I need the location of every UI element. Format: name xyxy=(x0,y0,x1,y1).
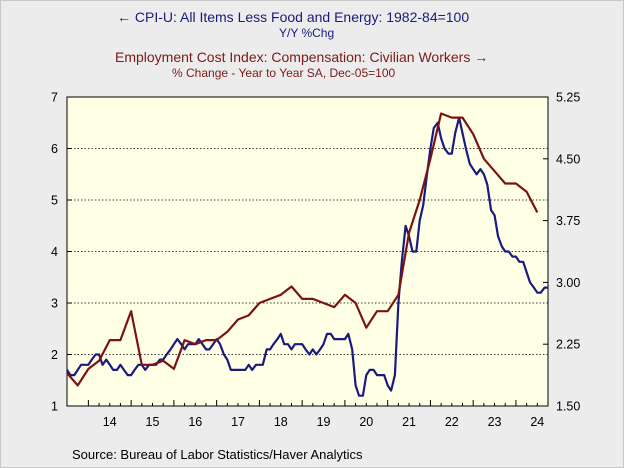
x-tick-label: 22 xyxy=(445,415,459,429)
y-right-tick-label: 2.25 xyxy=(556,338,580,352)
y-left-tick-label: 3 xyxy=(51,297,58,311)
cpi-series-line xyxy=(66,116,548,397)
y-right-tick-label: 5.25 xyxy=(556,91,580,105)
y-left-tick-label: 2 xyxy=(51,348,58,362)
x-tick-label: 20 xyxy=(359,415,373,429)
source-note: Source: Bureau of Labor Statistics/Haver… xyxy=(72,447,363,462)
right-series-legend-arrow-icon: → xyxy=(474,49,489,65)
x-tick-label: 23 xyxy=(488,415,502,429)
right-series-subtitle: % Change - Year to Year SA, Dec-05=100 xyxy=(172,66,396,80)
x-tick-label: 19 xyxy=(317,415,331,429)
x-tick-label: 15 xyxy=(146,415,160,429)
y-right-tick-label: 4.50 xyxy=(556,152,580,166)
left-series-title: ← CPI-U: All Items Less Food and Energy:… xyxy=(117,9,470,25)
y-left-tick-label: 7 xyxy=(51,91,58,105)
x-tick-label: 16 xyxy=(188,415,202,429)
plot-area xyxy=(66,96,549,407)
y-left-tick-label: 1 xyxy=(51,400,58,414)
y-left-tick-label: 6 xyxy=(51,142,58,156)
eci-series-line xyxy=(66,112,539,387)
y-right-tick-label: 1.50 xyxy=(556,400,580,414)
y-right-tick-label: 3.75 xyxy=(556,214,580,228)
x-tick-label: 17 xyxy=(231,415,245,429)
x-tick-label: 24 xyxy=(530,415,544,429)
left-series-legend-arrow-icon: ← xyxy=(117,9,131,25)
right-series-title: Employment Cost Index: Compensation: Civ… xyxy=(115,49,489,65)
x-tick-label: 14 xyxy=(103,415,117,429)
y-left-tick-label: 5 xyxy=(51,194,58,208)
y-right-tick-label: 3.00 xyxy=(556,276,580,290)
y-left-tick-label: 4 xyxy=(51,245,58,259)
x-tick-label: 21 xyxy=(402,415,416,429)
left-series-subtitle: Y/Y %Chg xyxy=(279,26,335,40)
series-lines xyxy=(66,112,548,397)
x-tick-label: 18 xyxy=(274,415,288,429)
